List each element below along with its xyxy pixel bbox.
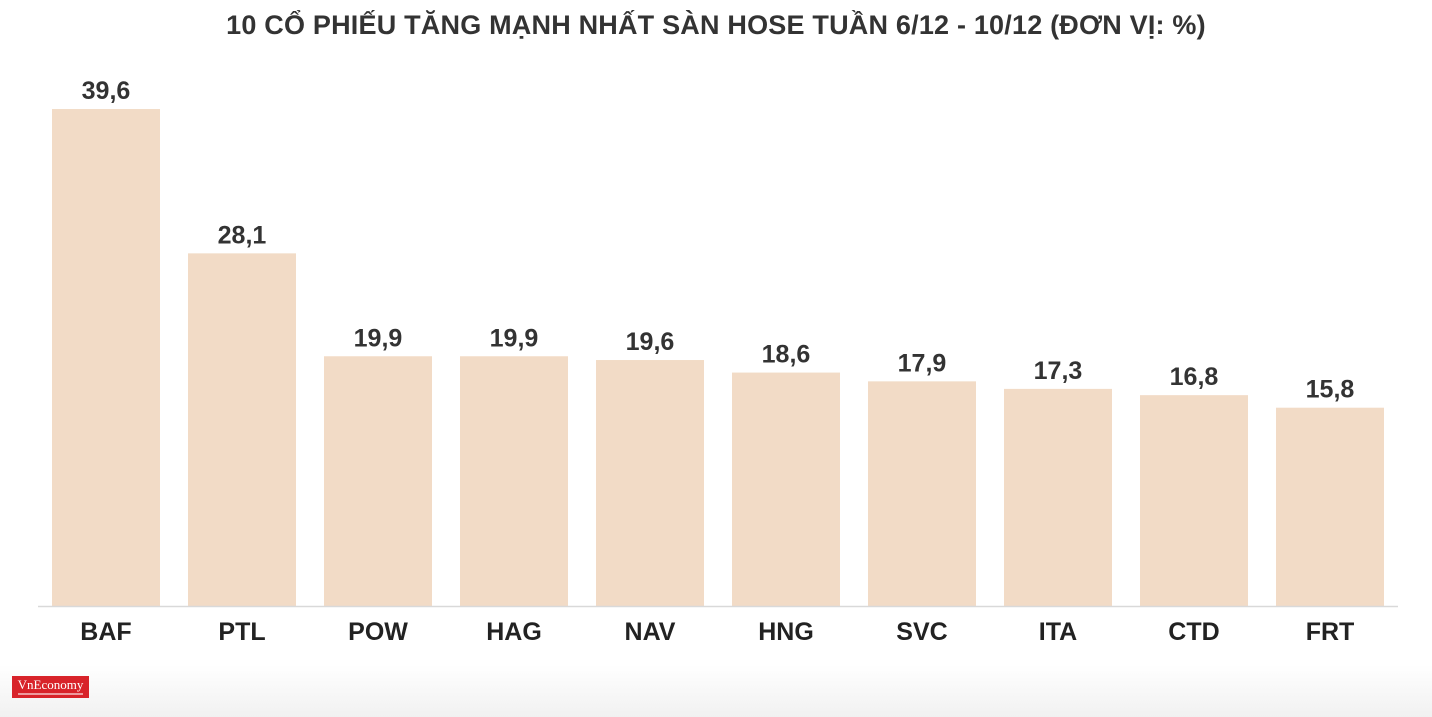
bar-hng	[732, 372, 840, 606]
bar-hag	[460, 356, 568, 606]
footer-band	[0, 665, 1432, 717]
value-label-nav: 19,6	[626, 328, 675, 356]
bars-layer	[52, 109, 1384, 607]
value-label-hng: 18,6	[762, 341, 811, 369]
category-label-hng: HNG	[758, 618, 814, 646]
category-label-ctd: CTD	[1168, 618, 1219, 646]
value-label-svc: 17,9	[898, 349, 947, 377]
bar-svc	[868, 381, 976, 606]
labels-layer: 39,6 BAF 28,1 PTL 19,9 POW 19,9 HAG 19,6 NAV 18,6 H…	[80, 77, 1354, 646]
logo-text: VnEconomy	[17, 677, 84, 692]
bar-chart: 39,6 BAF 28,1 PTL 19,9 POW 19,9 HAG 19,6 NAV 18,6 H…	[38, 77, 1398, 646]
category-label-baf: BAF	[80, 618, 131, 646]
category-label-svc: SVC	[896, 618, 947, 646]
bar-ctd	[1140, 395, 1248, 606]
value-label-hag: 19,9	[490, 324, 539, 352]
category-label-hag: HAG	[486, 618, 542, 646]
category-label-frt: FRT	[1306, 618, 1355, 646]
value-label-frt: 15,8	[1306, 376, 1355, 404]
bar-nav	[596, 360, 704, 606]
bar-pow	[324, 356, 432, 606]
value-label-ita: 17,3	[1034, 357, 1083, 385]
bar-ita	[1004, 388, 1112, 606]
category-label-ptl: PTL	[218, 618, 265, 646]
category-label-pow: POW	[348, 618, 408, 646]
category-label-ita: ITA	[1039, 618, 1077, 646]
chart-title: 10 CỔ PHIẾU TĂNG MẠNH NHẤT SÀN HOSE TUẦN…	[226, 10, 1206, 40]
bar-frt	[1276, 407, 1384, 606]
bar-ptl	[188, 253, 296, 606]
logo-tagline-bar	[18, 693, 83, 695]
bar-baf	[52, 109, 160, 607]
value-label-ctd: 16,8	[1170, 363, 1219, 391]
value-label-baf: 39,6	[82, 77, 131, 105]
category-label-nav: NAV	[625, 618, 676, 646]
value-label-ptl: 28,1	[218, 221, 267, 249]
vneconomy-logo: VnEconomy	[12, 676, 89, 698]
value-label-pow: 19,9	[354, 324, 403, 352]
